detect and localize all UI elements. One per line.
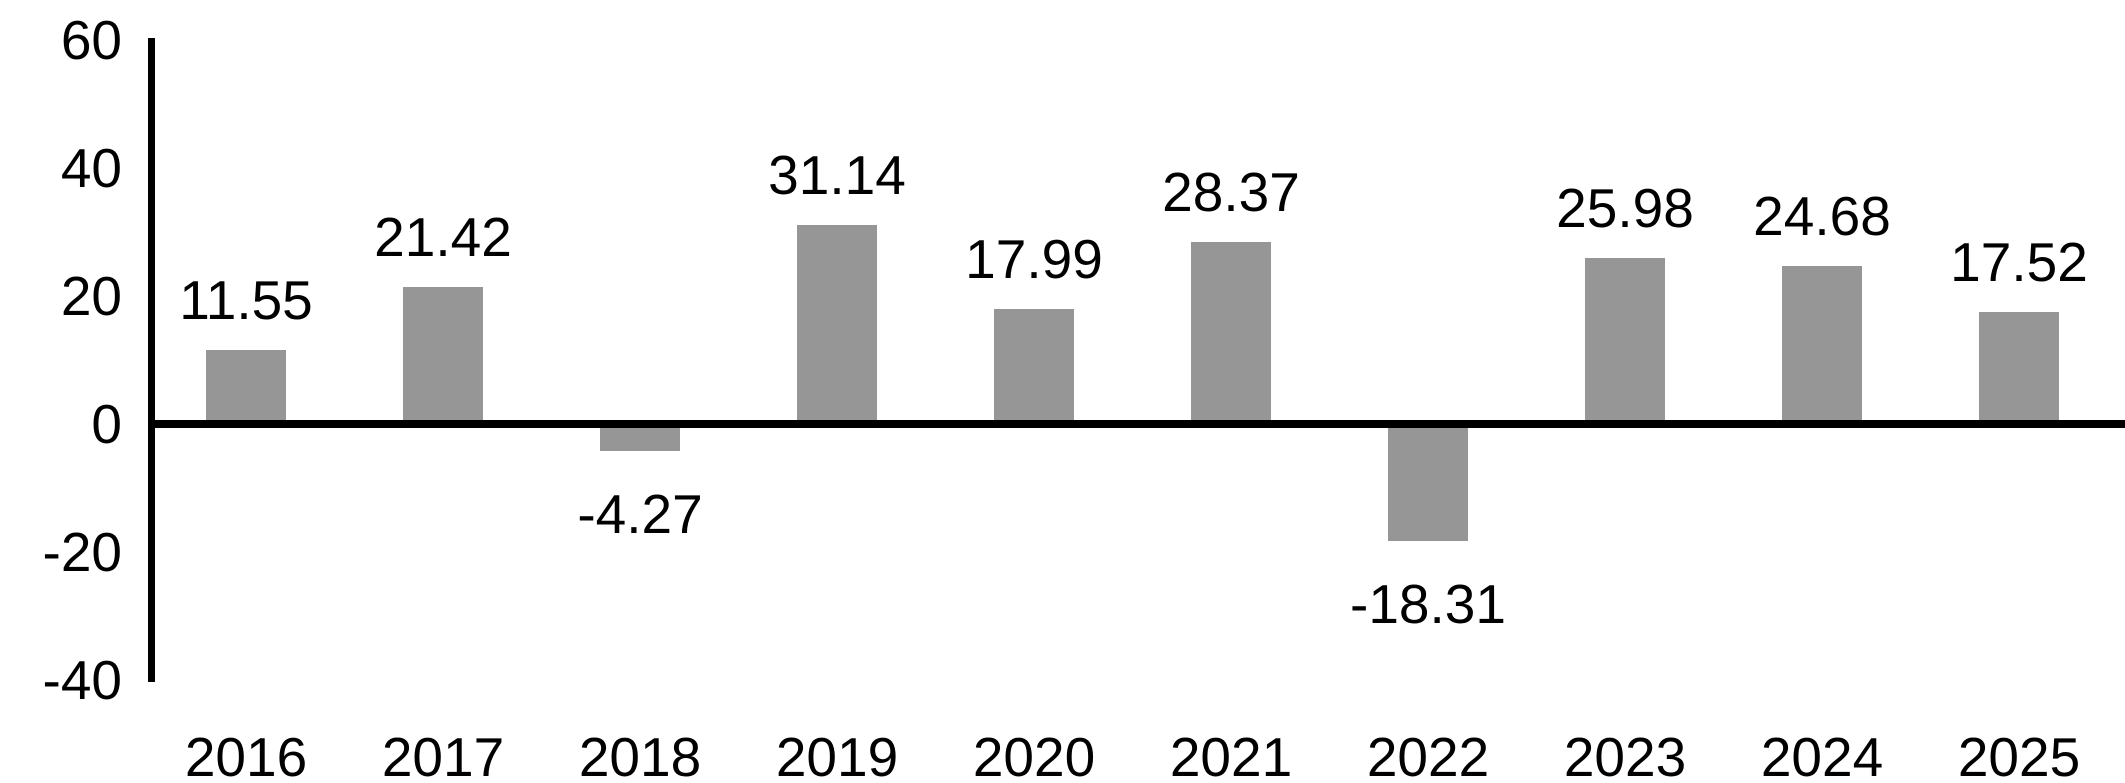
bar: [994, 309, 1074, 424]
x-tick-label: 2020: [972, 726, 1096, 783]
bar-value-label: 31.14: [768, 144, 906, 206]
x-axis-baseline: [148, 420, 2125, 428]
x-tick-label: 2024: [1760, 726, 1884, 783]
bar: [1388, 424, 1468, 541]
bar-value-label: 17.99: [965, 228, 1103, 290]
bar-value-label: 24.68: [1753, 185, 1891, 247]
bar: [1782, 266, 1862, 424]
bar: [600, 424, 680, 451]
x-tick-label: 2018: [578, 726, 702, 783]
bar: [206, 350, 286, 424]
y-axis-line: [148, 38, 155, 682]
bar-value-label: -4.27: [577, 483, 703, 545]
x-tick-label: 2017: [381, 726, 505, 783]
bar-value-label: 21.42: [374, 206, 512, 268]
y-tick-label: 20: [60, 265, 122, 327]
bar: [1585, 258, 1665, 424]
x-tick-label: 2019: [775, 726, 899, 783]
bar-value-label: 17.52: [1950, 231, 2088, 293]
y-tick-label: -20: [42, 521, 123, 583]
bar: [403, 287, 483, 424]
x-tick-label: 2022: [1366, 726, 1490, 783]
x-tick-label: 2021: [1169, 726, 1293, 783]
x-tick-label: 2025: [1957, 726, 2081, 783]
bar: [1191, 242, 1271, 424]
y-tick-label: 40: [60, 137, 122, 199]
bar-value-label: 28.37: [1162, 161, 1300, 223]
y-tick-label: 0: [91, 393, 122, 455]
x-tick-label: 2023: [1563, 726, 1687, 783]
bar-value-label: -18.31: [1350, 573, 1506, 635]
y-tick-label: 60: [60, 9, 122, 71]
bar-value-label: 11.55: [179, 269, 313, 331]
bar: [1979, 312, 2059, 424]
bar-value-label: 25.98: [1556, 177, 1694, 239]
x-tick-label: 2016: [184, 726, 308, 783]
y-tick-label: -40: [42, 649, 123, 711]
bar: [797, 225, 877, 424]
